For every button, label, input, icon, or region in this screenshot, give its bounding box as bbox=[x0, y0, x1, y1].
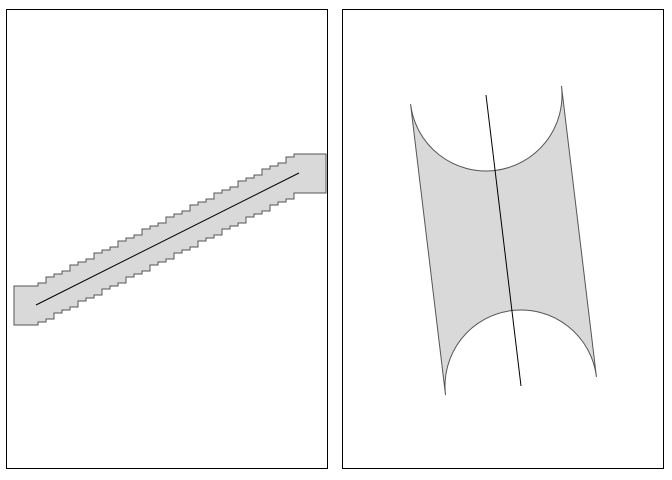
right-panel bbox=[342, 9, 664, 469]
stepped-buffer-polygon bbox=[13, 153, 327, 326]
left-panel bbox=[6, 9, 328, 469]
left-panel-canvas bbox=[13, 153, 327, 326]
right-panel-canvas bbox=[410, 85, 597, 396]
right-line-segment bbox=[485, 94, 522, 387]
left-line-segment bbox=[35, 172, 300, 306]
